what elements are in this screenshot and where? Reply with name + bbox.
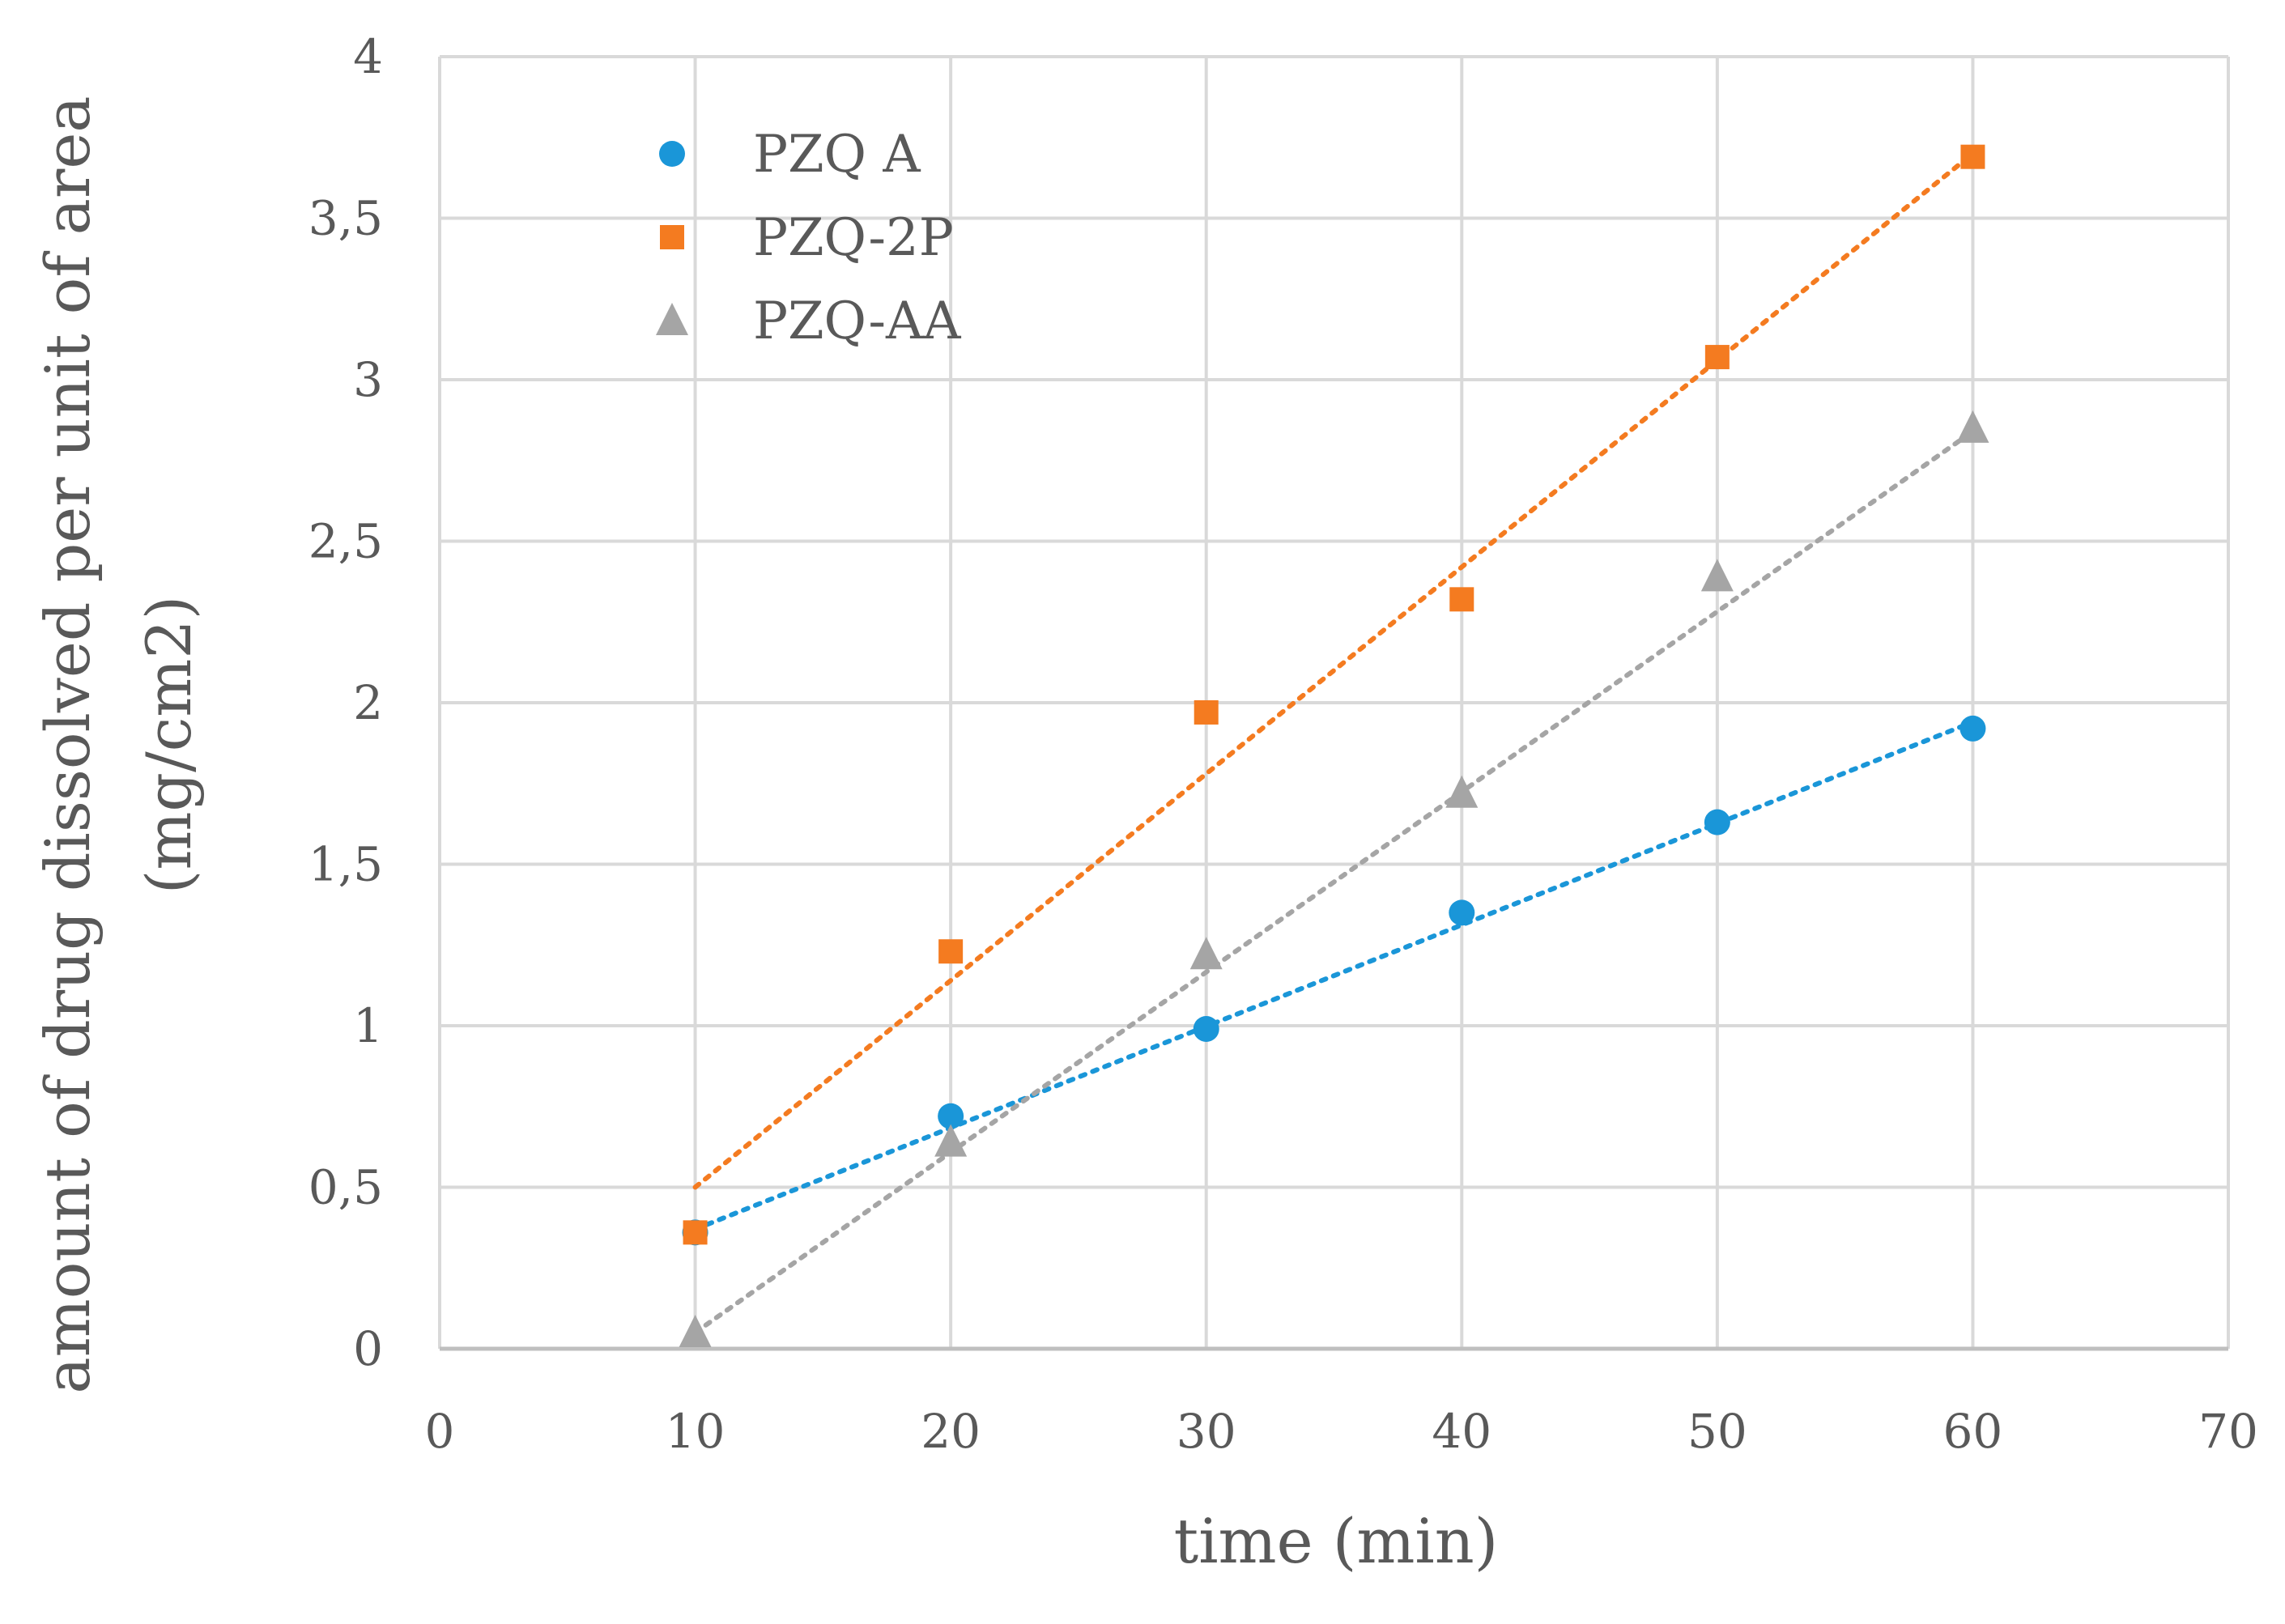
trendline-pzq-aa xyxy=(692,428,1976,1336)
y-tick-label: 1,5 xyxy=(308,837,383,892)
y-tick-label: 3,5 xyxy=(308,191,383,246)
x-tick-label: 0 xyxy=(425,1404,455,1459)
data-point-pzq-aa xyxy=(1445,775,1479,808)
x-tick-label: 70 xyxy=(2198,1404,2258,1459)
x-tick-label: 30 xyxy=(1177,1404,1236,1459)
data-point-pzq-2p xyxy=(683,1220,708,1245)
data-point-pzq-aa xyxy=(1700,559,1734,592)
x-axis-title: time (min) xyxy=(1174,1505,1499,1577)
y-tick-label: 0 xyxy=(353,1321,383,1376)
legend-label-pzq-a: PZQ A xyxy=(753,125,921,185)
x-tick-label: 40 xyxy=(1432,1404,1491,1459)
data-markers xyxy=(679,144,1989,1348)
data-point-pzq-a xyxy=(938,1103,964,1129)
legend-marker-pzq-aa xyxy=(656,303,688,335)
data-point-pzq-2p xyxy=(938,939,964,964)
trendline-pzq-a xyxy=(692,719,1976,1232)
x-tick-label: 10 xyxy=(666,1404,725,1459)
y-tick-label: 4 xyxy=(353,29,383,84)
legend-label-pzq-2p: PZQ-2P xyxy=(753,208,954,268)
legend-marker-pzq-2p xyxy=(660,225,684,249)
data-point-pzq-2p xyxy=(1704,345,1730,370)
data-point-pzq-2p xyxy=(1960,144,1985,169)
data-point-pzq-a xyxy=(1704,809,1730,835)
legend: PZQ A PZQ-2P PZQ-AA xyxy=(656,125,961,351)
data-point-pzq-a xyxy=(1193,1015,1219,1042)
x-tick-label: 20 xyxy=(921,1404,981,1459)
data-point-pzq-aa xyxy=(1189,937,1223,970)
y-tick-label: 2 xyxy=(353,675,383,730)
trendlines xyxy=(692,151,1976,1336)
y-tick-label: 2,5 xyxy=(308,514,383,569)
x-tick-label: 50 xyxy=(1687,1404,1747,1459)
y-tick-label: 3 xyxy=(353,352,383,407)
data-point-pzq-2p xyxy=(1194,699,1219,725)
trendline-pzq-2p xyxy=(692,151,1976,1190)
y-tick-label: 1 xyxy=(353,998,383,1053)
data-point-pzq-2p xyxy=(1449,587,1474,612)
axes: 0 10 20 30 40 50 60 70 0 0,5 1 1,5 2 2,5 3 3,5 4 xyxy=(308,29,2258,1459)
data-point-pzq-aa xyxy=(1956,410,1989,443)
y-tick-label: 0,5 xyxy=(308,1160,383,1215)
x-tick-label: 60 xyxy=(1943,1404,2003,1459)
y-axis-title-line-1: amount of drug dissolved per unit of are… xyxy=(32,96,104,1393)
axis-labels: time (min) amount of drug dissolved per … xyxy=(32,96,1498,1577)
data-point-pzq-a xyxy=(1449,899,1475,926)
legend-label-pzq-aa: PZQ-AA xyxy=(753,291,961,351)
legend-marker-pzq-a xyxy=(659,141,685,167)
y-axis-title-line-2: (mg/cm2) xyxy=(133,596,205,895)
data-point-pzq-aa xyxy=(934,1124,968,1157)
data-point-pzq-a xyxy=(1959,715,1986,742)
data-point-pzq-aa xyxy=(679,1315,712,1348)
